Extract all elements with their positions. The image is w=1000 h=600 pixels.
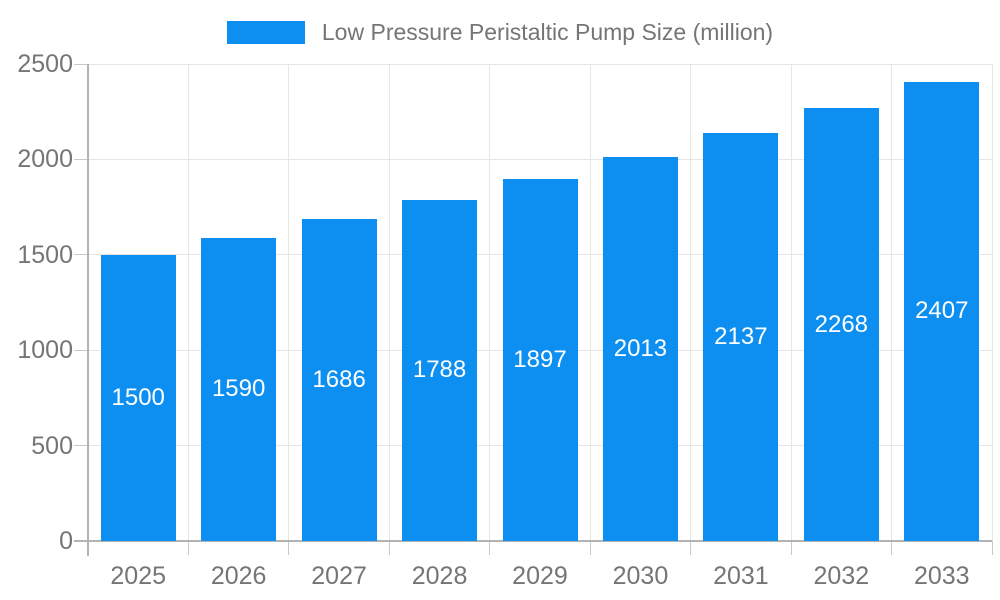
gridline-vertical	[388, 64, 390, 541]
gridline-vertical	[790, 64, 792, 541]
bar-value-label: 2013	[613, 334, 668, 362]
y-axis-tick	[74, 254, 88, 256]
x-axis-tick	[790, 541, 792, 555]
x-axis-tick	[891, 541, 893, 555]
x-axis-tick	[388, 541, 390, 555]
gridline-vertical	[690, 64, 692, 541]
gridline-vertical	[891, 64, 893, 541]
bar-value-label: 1788	[412, 356, 467, 384]
y-axis-tick	[74, 158, 88, 160]
x-axis-tick	[991, 541, 993, 555]
bar-value-label: 1590	[211, 375, 266, 403]
bar[interactable]: 1897	[502, 179, 578, 541]
bar-value-label: 1500	[111, 383, 165, 411]
y-axis-tick	[74, 349, 88, 351]
x-axis-label: 2033	[913, 562, 970, 590]
bar[interactable]: 2013	[602, 156, 678, 541]
gridline-vertical	[589, 64, 591, 541]
plot-area: 0 500 1000 1500 2000 2500 1500 2025 1590 2026 1686…	[17, 50, 993, 590]
gridline-vertical	[288, 64, 290, 541]
y-axis-label: 1000	[17, 336, 73, 365]
y-axis-label: 2500	[17, 50, 73, 78]
x-axis-label: 2032	[813, 562, 870, 590]
gridline-vertical	[991, 64, 993, 541]
y-axis-tick	[74, 63, 88, 65]
bar-value-label: 1897	[513, 346, 567, 374]
gridline-vertical	[489, 64, 491, 541]
chart-legend[interactable]: Low Pressure Peristaltic Pump Size (mill…	[0, 19, 1000, 46]
x-axis-label: 2028	[411, 562, 468, 590]
bar-value-label: 1686	[312, 366, 366, 394]
gridline-horizontal	[88, 63, 992, 65]
y-axis-label: 500	[31, 431, 73, 460]
x-axis-tick	[288, 541, 290, 555]
bar[interactable]: 1686	[301, 219, 377, 541]
x-axis-label: 2030	[612, 562, 669, 590]
y-axis-tick	[74, 445, 88, 447]
x-axis-label: 2026	[210, 562, 267, 590]
x-axis-line	[74, 540, 992, 542]
x-axis-tick	[589, 541, 591, 555]
x-axis-tick	[187, 541, 189, 555]
bar-value-label: 2137	[714, 323, 768, 351]
bar[interactable]: 2137	[703, 133, 779, 541]
gridline-horizontal	[88, 158, 992, 160]
x-axis-label: 2029	[512, 562, 568, 590]
bar[interactable]: 1788	[402, 199, 478, 541]
bar[interactable]: 1500	[100, 254, 176, 541]
bar-value-label: 2407	[915, 297, 969, 325]
bar[interactable]: 1590	[201, 237, 277, 541]
legend-label: Low Pressure Peristaltic Pump Size (mill…	[321, 19, 774, 45]
gridline-vertical	[187, 64, 189, 541]
x-axis-label: 2031	[713, 562, 769, 590]
y-axis-label: 2000	[17, 145, 73, 174]
x-axis-label: 2027	[311, 562, 367, 590]
y-axis-label: 1500	[17, 240, 73, 269]
bar[interactable]: 2407	[904, 81, 980, 541]
y-axis-label: 0	[59, 527, 73, 555]
legend-swatch-icon	[226, 21, 305, 44]
x-axis-tick	[690, 541, 692, 555]
y-axis-line	[87, 64, 89, 556]
bar-value-label: 2268	[814, 310, 869, 338]
x-axis-tick	[489, 541, 491, 555]
x-axis-label: 2025	[110, 562, 167, 590]
bar[interactable]: 2268	[803, 108, 879, 541]
